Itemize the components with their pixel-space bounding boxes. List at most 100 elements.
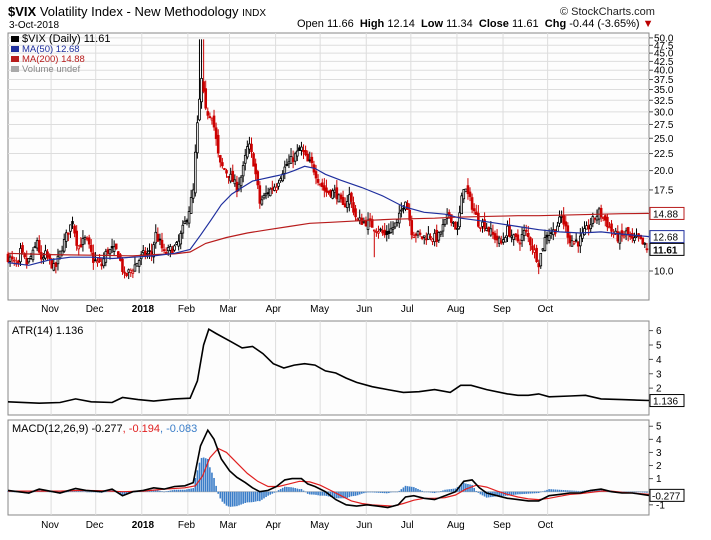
candle-body [491, 231, 495, 235]
candle-body [98, 257, 101, 263]
histogram-bar [288, 487, 290, 492]
chart-header: $VIX Volatility Index - New Methodology … [0, 0, 711, 34]
candle-body [73, 225, 76, 234]
histogram-bar [498, 491, 500, 497]
candle-body [497, 237, 501, 244]
candle-body [293, 153, 297, 162]
histogram-bar [80, 490, 82, 492]
candle-body [345, 201, 349, 209]
candle-body [549, 232, 553, 235]
histogram-bar [506, 491, 509, 496]
candle-body [541, 248, 545, 251]
candle-body [431, 238, 434, 242]
x-tick-label: Jul [401, 304, 414, 315]
value-badge-label: 12.68 [653, 233, 678, 244]
candle-body [420, 236, 424, 239]
histogram-bar [639, 491, 642, 493]
histogram-bar [190, 488, 192, 492]
histogram-bar [435, 491, 438, 493]
candle-body [474, 211, 478, 215]
candle-body [414, 233, 418, 236]
candle-body [218, 155, 222, 163]
symbol: $VIX [8, 4, 37, 19]
histogram-bar [390, 491, 392, 493]
candle-body [383, 229, 386, 236]
histogram-bar [423, 491, 426, 493]
candle-body [102, 258, 106, 267]
histogram-bar [333, 491, 336, 499]
candle-body [466, 185, 470, 195]
histogram-bar [535, 491, 538, 494]
candle-body [231, 170, 235, 182]
candle-body [364, 219, 368, 227]
candle-body [187, 211, 191, 224]
candle-body [622, 234, 626, 238]
candle-body [562, 214, 565, 225]
y-tick-label: 30.0 [654, 107, 674, 118]
x-tick-label: Jun [356, 520, 372, 531]
candle-body [298, 147, 301, 151]
candle-body [393, 222, 397, 228]
histogram-bar [306, 491, 309, 494]
candle-body [164, 251, 168, 254]
candle-body [285, 164, 289, 166]
candle-body [152, 244, 155, 258]
candle-body [146, 252, 149, 255]
histogram-bar [283, 486, 286, 492]
x-tick-label: Feb [178, 304, 196, 315]
histogram-bar [154, 489, 157, 492]
histogram-bar [169, 490, 172, 492]
brand-logo[interactable]: © StockCharts.com [560, 6, 655, 18]
x-tick-label: Nov [41, 520, 59, 531]
histogram-bar [165, 491, 167, 492]
histogram-bar [477, 491, 480, 493]
histogram-bar [452, 488, 455, 492]
x-tick-label: Mar [219, 304, 237, 315]
change-value: -0.44 (-3.65%) [569, 18, 640, 30]
candle-body [17, 260, 20, 264]
y-tick-label: 20.0 [654, 166, 674, 177]
histogram-bar [581, 490, 584, 492]
candle-body [485, 227, 488, 231]
price-panel[interactable]: 10.012.515.017.520.022.525.027.530.032.5… [6, 32, 685, 301]
histogram-bar [519, 491, 521, 495]
histogram-bar [121, 491, 124, 496]
histogram-bar [573, 490, 575, 492]
candle-body [69, 224, 72, 232]
histogram-bar [225, 491, 228, 506]
candle-body [343, 203, 347, 208]
candle-body [221, 162, 224, 167]
histogram-bar [427, 491, 430, 493]
y-tick-label: 3 [656, 448, 662, 459]
histogram-bar [448, 489, 451, 492]
exchange: INDX [242, 8, 267, 19]
candle-body [189, 197, 193, 214]
candle-body [372, 229, 376, 232]
y-tick-label: 22.5 [654, 149, 674, 160]
candle-body [362, 220, 366, 223]
histogram-bar [633, 491, 636, 493]
candle-body [443, 219, 447, 225]
x-tick-label: 2018 [132, 520, 155, 531]
candle-body [33, 246, 37, 248]
y-tick-label: 5 [656, 422, 662, 433]
histogram-bar [577, 490, 580, 492]
histogram-bar [259, 491, 261, 502]
candle-body [131, 270, 135, 274]
candle-body [256, 171, 260, 186]
histogram-bar [238, 491, 240, 506]
candle-body [79, 244, 83, 248]
histogram-bar [446, 489, 448, 492]
histogram-bar [635, 491, 638, 493]
candle-body [225, 170, 228, 174]
value-badge [649, 242, 685, 256]
histogram-bar [275, 491, 278, 493]
candle-body [489, 228, 493, 236]
histogram-bar [196, 470, 199, 492]
low-label: Low [421, 18, 443, 30]
value-badge-label: -0.277 [652, 491, 681, 502]
candle-body [452, 221, 455, 224]
candle-body [50, 258, 54, 269]
